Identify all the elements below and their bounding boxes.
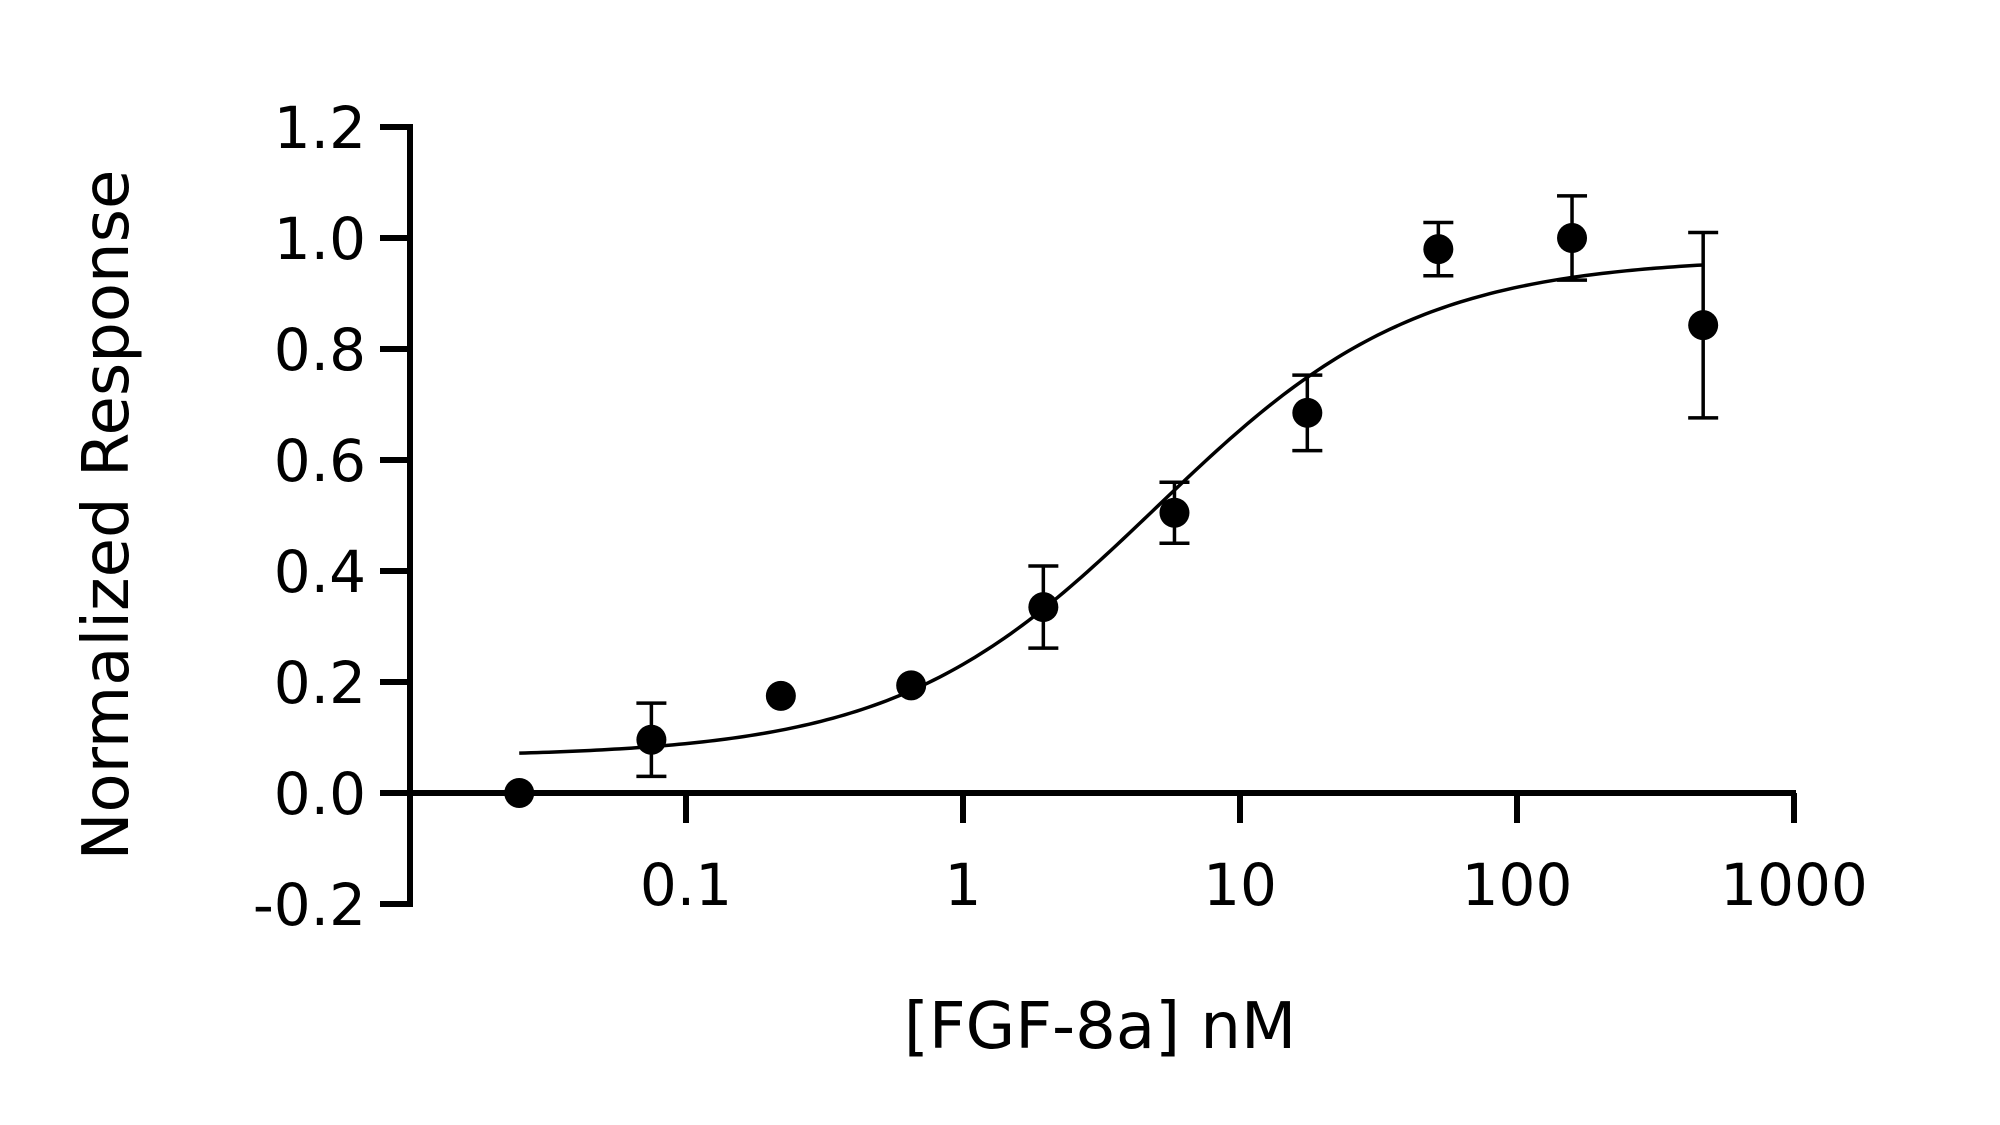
y-tick-label: 0.4 <box>274 538 366 606</box>
x-axis-ticks: 0.1 1 10 100 1000 <box>640 793 1868 919</box>
data-point <box>1292 397 1323 428</box>
y-tick-label: 1.0 <box>274 205 366 273</box>
y-tick-label: 0.6 <box>274 427 366 495</box>
data-points <box>504 223 1719 808</box>
data-point <box>1688 310 1719 341</box>
y-axis-ticks: -0.2 0.0 0.2 0.4 0.6 0.8 1.0 1.2 <box>253 94 410 939</box>
axes <box>407 124 1796 907</box>
data-point <box>1159 497 1190 528</box>
fit-curve <box>519 263 1704 755</box>
data-point <box>1423 234 1454 265</box>
x-tick-label: 10 <box>1203 851 1277 919</box>
x-axis-title: [FGF-8a] nM <box>904 990 1296 1064</box>
data-point <box>636 724 667 755</box>
y-tick-label: 1.2 <box>274 94 366 162</box>
y-tick-label: 0.0 <box>274 760 366 828</box>
data-point <box>765 680 796 711</box>
x-tick-label: 0.1 <box>640 851 732 919</box>
data-point <box>1028 592 1059 623</box>
x-tick-label: 100 <box>1462 851 1573 919</box>
x-tick-label: 1 <box>945 851 982 919</box>
data-point <box>1557 223 1588 253</box>
y-tick-label: 0.8 <box>274 316 366 384</box>
y-axis-title: Normalized Response <box>70 170 144 861</box>
data-point <box>896 670 927 701</box>
y-tick-label: 0.2 <box>274 649 366 717</box>
data-point <box>504 778 535 808</box>
x-tick-label: 1000 <box>1720 851 1868 919</box>
y-tick-label: -0.2 <box>253 871 366 939</box>
